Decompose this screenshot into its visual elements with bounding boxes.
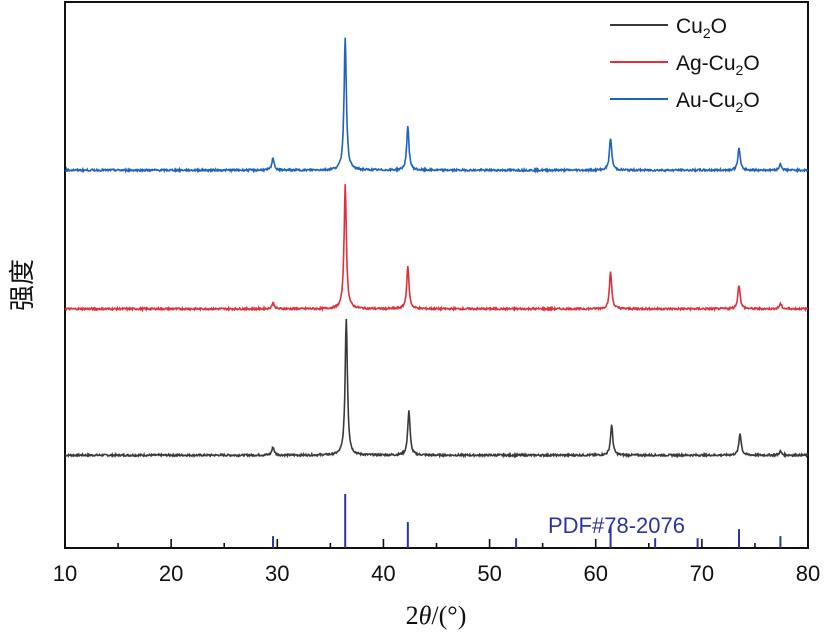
series-line-cu2o bbox=[64, 318, 809, 459]
reference-label: PDF#78-2076 bbox=[548, 513, 685, 538]
series-line-au-cu2o bbox=[64, 37, 809, 174]
x-tick-label: 80 bbox=[796, 561, 820, 586]
x-axis-label: 2θ/(°) bbox=[406, 601, 467, 630]
x-tick-label: 10 bbox=[53, 561, 77, 586]
series-line-ag-cu2o bbox=[64, 184, 809, 313]
plot-frame bbox=[64, 1, 809, 549]
y-axis-label: 强度 bbox=[8, 259, 37, 311]
x-tick-label: 50 bbox=[477, 561, 501, 586]
legend-label: Ag-Cu2O bbox=[676, 52, 760, 78]
x-tick-label: 30 bbox=[265, 561, 289, 586]
legend-label: Cu2O bbox=[676, 15, 727, 41]
legend: Cu2O Ag-Cu2O Au-Cu2O bbox=[610, 15, 760, 115]
legend-label: Au-Cu2O bbox=[676, 89, 760, 115]
x-tick-label: 40 bbox=[371, 561, 395, 586]
x-tick-label: 70 bbox=[690, 561, 714, 586]
x-tick-label: 60 bbox=[583, 561, 607, 586]
x-tick-label: 20 bbox=[159, 561, 183, 586]
